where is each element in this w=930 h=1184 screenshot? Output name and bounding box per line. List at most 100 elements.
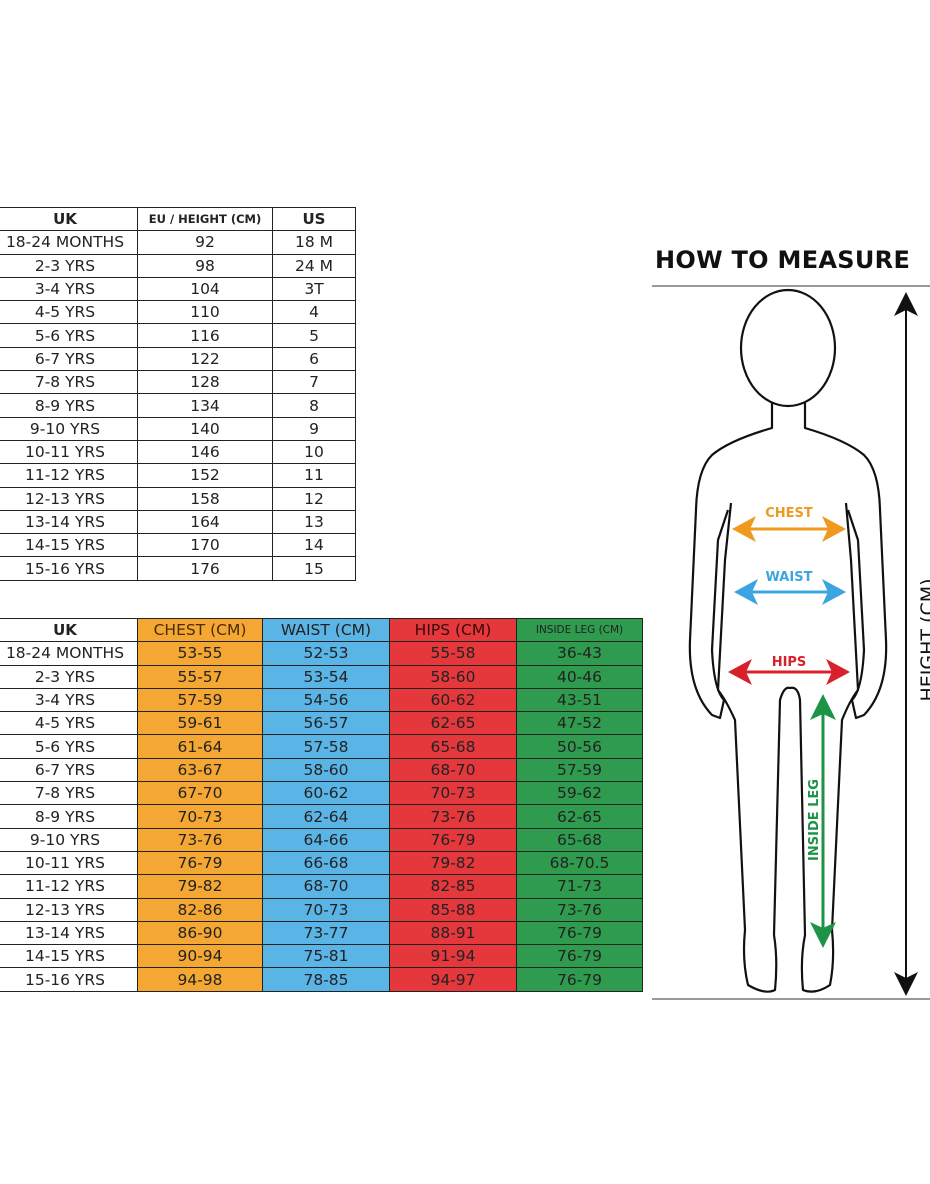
table-cell: 10-11 YRS [0, 439, 138, 465]
table-cell: 55-57 [137, 664, 263, 689]
table-header-row: UK CHEST (CM) WAIST (CM) HIPS (CM) INSIDE LE… [0, 617, 643, 643]
table-cell: 70-73 [389, 781, 517, 806]
table-cell: 76-79 [516, 967, 643, 992]
table-row: 11-12 YRS 152 11 [0, 463, 356, 488]
column-header: HIPS (CM) [389, 617, 517, 643]
hips-label: HIPS [772, 655, 807, 670]
table-cell: 94-97 [389, 967, 517, 992]
table-cell: 86-90 [137, 920, 263, 946]
table-cell: 90-94 [137, 944, 263, 969]
table-cell: 3-4 YRS [0, 687, 138, 713]
table-row: 9-10 YRS 140 9 [0, 416, 356, 441]
table-cell: 62-64 [262, 804, 390, 829]
waist-label: WAIST [766, 570, 813, 585]
table-cell: 79-82 [137, 874, 263, 899]
table-row: 7-8 YRS 67-70 60-62 70-73 59-62 [0, 781, 643, 806]
table-cell: 10 [272, 439, 356, 465]
table-cell: 76-79 [516, 920, 643, 946]
table-row: 8-9 YRS 70-73 62-64 73-76 62-65 [0, 804, 643, 829]
table-cell: 5-6 YRS [0, 734, 138, 759]
table-cell: 14-15 YRS [0, 533, 138, 558]
table-cell: 70-73 [262, 897, 390, 922]
table-cell: 11-12 YRS [0, 874, 138, 899]
table-cell: 98 [137, 253, 273, 278]
table-cell: 67-70 [137, 781, 263, 806]
table-row: 2-3 YRS 98 24 M [0, 253, 356, 278]
height-arrow-icon [894, 292, 918, 996]
table-cell: 15-16 YRS [0, 967, 138, 992]
table-cell: 59-61 [137, 711, 263, 736]
table-cell: 7-8 YRS [0, 781, 138, 806]
table-cell: 65-68 [516, 827, 643, 852]
table-cell: 15-16 YRS [0, 556, 138, 581]
hips-arrow-icon [728, 659, 850, 685]
chest-label: CHEST [765, 506, 813, 521]
column-header: UK [0, 206, 138, 232]
table-cell: 176 [137, 556, 273, 581]
table-cell: 11-12 YRS [0, 463, 138, 488]
table-row: 10-11 YRS 146 10 [0, 439, 356, 465]
table-row: 15-16 YRS 94-98 78-85 94-97 76-79 [0, 967, 643, 992]
table-cell: 82-85 [389, 874, 517, 899]
table-cell: 68-70.5 [516, 850, 643, 876]
table-cell: 57-58 [262, 734, 390, 759]
how-to-measure-title: HOW TO MEASURE [655, 246, 911, 274]
chest-arrow-icon [732, 516, 846, 542]
column-header: EU / HEIGHT (CM) [137, 206, 273, 232]
table-cell: 76-79 [516, 944, 643, 969]
table-cell: 140 [137, 416, 273, 441]
table-cell: 43-51 [516, 687, 643, 713]
table-cell: 5 [272, 323, 356, 348]
table-row: 4-5 YRS 110 4 [0, 300, 356, 325]
table-cell: 57-59 [137, 687, 263, 713]
table-cell: 128 [137, 370, 273, 395]
table-cell: 66-68 [262, 850, 390, 876]
table-row: 7-8 YRS 128 7 [0, 370, 356, 395]
table-row: 15-16 YRS 176 15 [0, 556, 356, 581]
table-cell: 94-98 [137, 967, 263, 992]
table-row: 12-13 YRS 82-86 70-73 85-88 73-76 [0, 897, 643, 922]
table-cell: 158 [137, 486, 273, 511]
table-cell: 4-5 YRS [0, 711, 138, 736]
table-cell: 52-53 [262, 641, 390, 666]
table-cell: 79-82 [389, 850, 517, 876]
table-cell: 63-67 [137, 757, 263, 783]
table-cell: 3-4 YRS [0, 276, 138, 302]
table-cell: 12 [272, 486, 356, 511]
table-cell: 14 [272, 533, 356, 558]
table-cell: 73-77 [262, 920, 390, 946]
column-header: UK [0, 617, 138, 643]
size-conversion-table: UK EU / HEIGHT (CM) US 18-24 MONTHS 92 18 M 2-… [0, 206, 356, 581]
table-cell: 88-91 [389, 920, 517, 946]
table-cell: 53-54 [262, 664, 390, 689]
table-cell: 14-15 YRS [0, 944, 138, 969]
table-cell: 13-14 YRS [0, 509, 138, 535]
body-measurements-table: UK CHEST (CM) WAIST (CM) HIPS (CM) INSIDE LE… [0, 617, 643, 992]
table-row: 11-12 YRS 79-82 68-70 82-85 71-73 [0, 874, 643, 899]
table-row: 6-7 YRS 122 6 [0, 346, 356, 372]
table-cell: 15 [272, 556, 356, 581]
table-cell: 10-11 YRS [0, 850, 138, 876]
table-cell: 6-7 YRS [0, 757, 138, 783]
table-cell: 73-76 [516, 897, 643, 922]
table-cell: 85-88 [389, 897, 517, 922]
table-cell: 9-10 YRS [0, 827, 138, 852]
table-cell: 61-64 [137, 734, 263, 759]
table-cell: 7-8 YRS [0, 370, 138, 395]
inside-leg-label: INSIDE LEG [807, 779, 822, 861]
table-cell: 73-76 [389, 804, 517, 829]
table-cell: 4-5 YRS [0, 300, 138, 325]
table-cell: 76-79 [389, 827, 517, 852]
table-cell: 78-85 [262, 967, 390, 992]
table-row: 4-5 YRS 59-61 56-57 62-65 47-52 [0, 711, 643, 736]
table-row: 6-7 YRS 63-67 58-60 68-70 57-59 [0, 757, 643, 783]
table-cell: 47-52 [516, 711, 643, 736]
table-row: 18-24 MONTHS 92 18 M [0, 230, 356, 255]
table-row: 5-6 YRS 116 5 [0, 323, 356, 348]
table-cell: 13-14 YRS [0, 920, 138, 946]
table-cell: 50-56 [516, 734, 643, 759]
table-cell: 152 [137, 463, 273, 488]
table-cell: 7 [272, 370, 356, 395]
table-cell: 36-43 [516, 641, 643, 666]
table-cell: 60-62 [262, 781, 390, 806]
